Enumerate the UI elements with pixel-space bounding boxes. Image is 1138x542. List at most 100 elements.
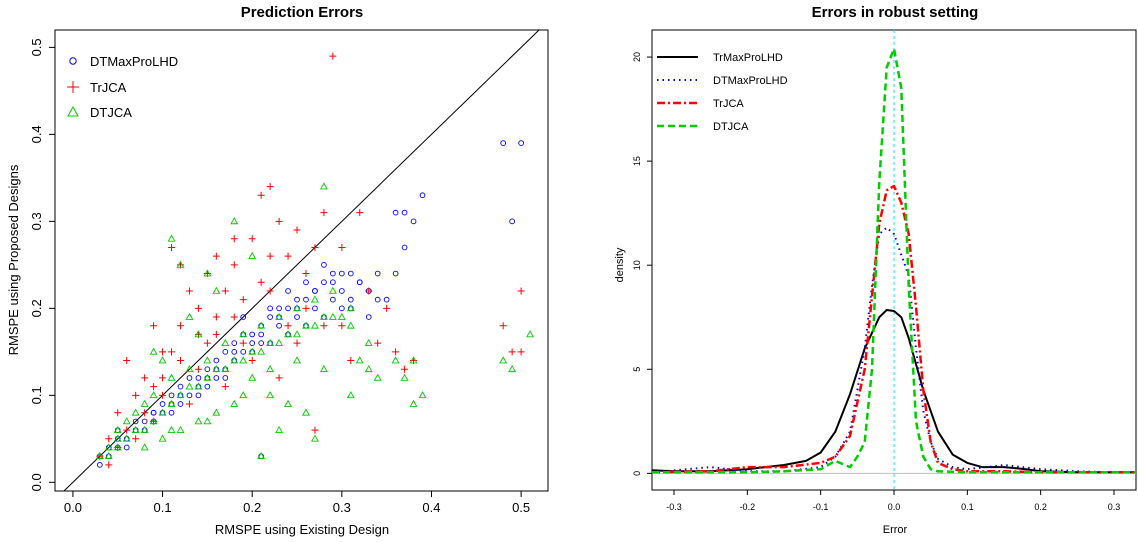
point-dtmaxprolhd xyxy=(338,270,345,277)
point-dtjca xyxy=(275,312,284,320)
point-dtjca xyxy=(230,356,239,364)
point-dtmaxprolhd xyxy=(374,296,381,303)
right-y-axis-label: density xyxy=(614,247,626,282)
point-trjca xyxy=(347,357,355,365)
point-trjca xyxy=(168,348,176,356)
point-dtmaxprolhd xyxy=(330,296,336,303)
point-dtjca xyxy=(310,321,319,329)
point-dtmaxprolhd xyxy=(410,218,417,225)
left-y-axis-label: RMSPE using Proposed Designs xyxy=(6,164,21,355)
left-x-tick-label: 0.0 xyxy=(64,500,82,515)
left-x-tick-label: 0.5 xyxy=(512,500,530,515)
point-dtmaxprolhd xyxy=(392,270,399,277)
point-dtjca xyxy=(355,356,364,364)
point-dtmaxprolhd xyxy=(123,444,130,451)
point-dtmaxprolhd xyxy=(338,288,345,294)
right-y-axis: 0 5 10 15 20 xyxy=(632,52,652,476)
point-trjca xyxy=(517,348,525,356)
point-trjca xyxy=(141,374,149,382)
point-dtjca xyxy=(248,373,257,381)
point-dtjca xyxy=(302,408,310,416)
point-dtmaxprolhd xyxy=(186,375,193,381)
point-dtjca xyxy=(203,356,212,364)
point-dtjca xyxy=(257,347,266,355)
point-dtmaxprolhd xyxy=(96,462,103,468)
point-dtjca xyxy=(176,391,185,399)
point-dtjca xyxy=(409,356,418,364)
point-dtjca xyxy=(212,408,221,416)
point-dtjca xyxy=(293,356,301,364)
point-trjca xyxy=(329,52,337,60)
point-dtmaxprolhd xyxy=(312,288,318,294)
point-dtmaxprolhd xyxy=(365,314,372,320)
left-scatter-points xyxy=(95,52,535,469)
point-trjca xyxy=(275,374,283,382)
right-chart: Errors in robust setting -0.3 -0.2 -0.1 0.0… xyxy=(614,4,1137,536)
point-dtjca xyxy=(310,295,319,303)
point-trjca xyxy=(356,209,364,217)
point-dtjca xyxy=(221,338,230,346)
point-dtjca xyxy=(248,251,257,260)
point-dtjca xyxy=(319,182,328,190)
point-dtmaxprolhd xyxy=(338,305,345,312)
right-y-tick-label: 15 xyxy=(632,156,642,166)
point-trjca xyxy=(105,435,113,443)
point-trjca xyxy=(401,365,409,373)
point-dtjca xyxy=(203,269,212,277)
left-y-tick-label: 0.2 xyxy=(29,299,44,317)
point-dtmaxprolhd xyxy=(276,322,282,329)
point-trjca xyxy=(203,339,211,347)
point-dtjca xyxy=(167,425,176,433)
point-dtjca xyxy=(319,312,328,320)
point-trjca xyxy=(176,322,184,330)
right-x-tick-label: -0.3 xyxy=(666,502,682,512)
point-trjca xyxy=(275,217,283,225)
legend-marker-dtmaxprolhd xyxy=(69,57,77,65)
legend-label-trjca-right: TrJCA xyxy=(713,98,744,110)
point-dtjca xyxy=(95,451,104,460)
point-dtmaxprolhd xyxy=(168,392,175,399)
point-dtmaxprolhd xyxy=(222,348,229,355)
point-dtjca xyxy=(140,425,149,433)
left-x-axis: 0.0 0.1 0.2 0.3 0.4 0.5 xyxy=(64,491,530,515)
point-dtjca xyxy=(185,365,194,373)
point-dtmaxprolhd xyxy=(347,270,354,277)
point-dtjca xyxy=(248,347,257,355)
point-dtjca xyxy=(302,321,310,329)
point-trjca xyxy=(257,191,265,199)
right-x-tick-label: 0.0 xyxy=(888,502,901,512)
point-trjca xyxy=(499,322,507,330)
point-trjca xyxy=(123,357,131,365)
point-trjca xyxy=(176,357,184,365)
point-trjca xyxy=(185,287,193,295)
point-trjca xyxy=(212,313,220,321)
legend-label-dtjca-right: DTJCA xyxy=(713,121,749,133)
point-dtjca xyxy=(364,365,373,373)
point-trjca xyxy=(150,322,158,330)
right-y-tick-label: 5 xyxy=(632,367,642,372)
point-dtjca xyxy=(346,391,355,399)
point-dtjca xyxy=(284,330,293,338)
point-dtmaxprolhd xyxy=(240,314,247,320)
density-line-trmaxprolhd xyxy=(651,309,1136,474)
point-trjca xyxy=(159,374,167,382)
point-dtjca xyxy=(221,365,230,373)
point-trjca xyxy=(212,252,220,260)
left-x-tick-label: 0.4 xyxy=(422,500,440,515)
point-dtmaxprolhd xyxy=(195,375,202,381)
right-y-tick-label: 10 xyxy=(632,260,642,270)
point-dtjca xyxy=(230,217,239,225)
point-dtjca xyxy=(113,434,122,442)
point-dtmaxprolhd xyxy=(285,305,291,312)
point-dtjca xyxy=(122,434,131,442)
point-trjca xyxy=(221,287,229,295)
point-trjca xyxy=(365,287,373,295)
legend-label-trmaxprolhd: TrMaxProLHD xyxy=(713,52,783,64)
point-dtjca xyxy=(337,312,346,320)
point-dtjca xyxy=(508,365,517,373)
point-dtmaxprolhd xyxy=(401,209,408,216)
point-dtjca xyxy=(203,373,212,381)
point-dtmaxprolhd xyxy=(186,392,193,399)
point-dtjca xyxy=(212,286,221,294)
